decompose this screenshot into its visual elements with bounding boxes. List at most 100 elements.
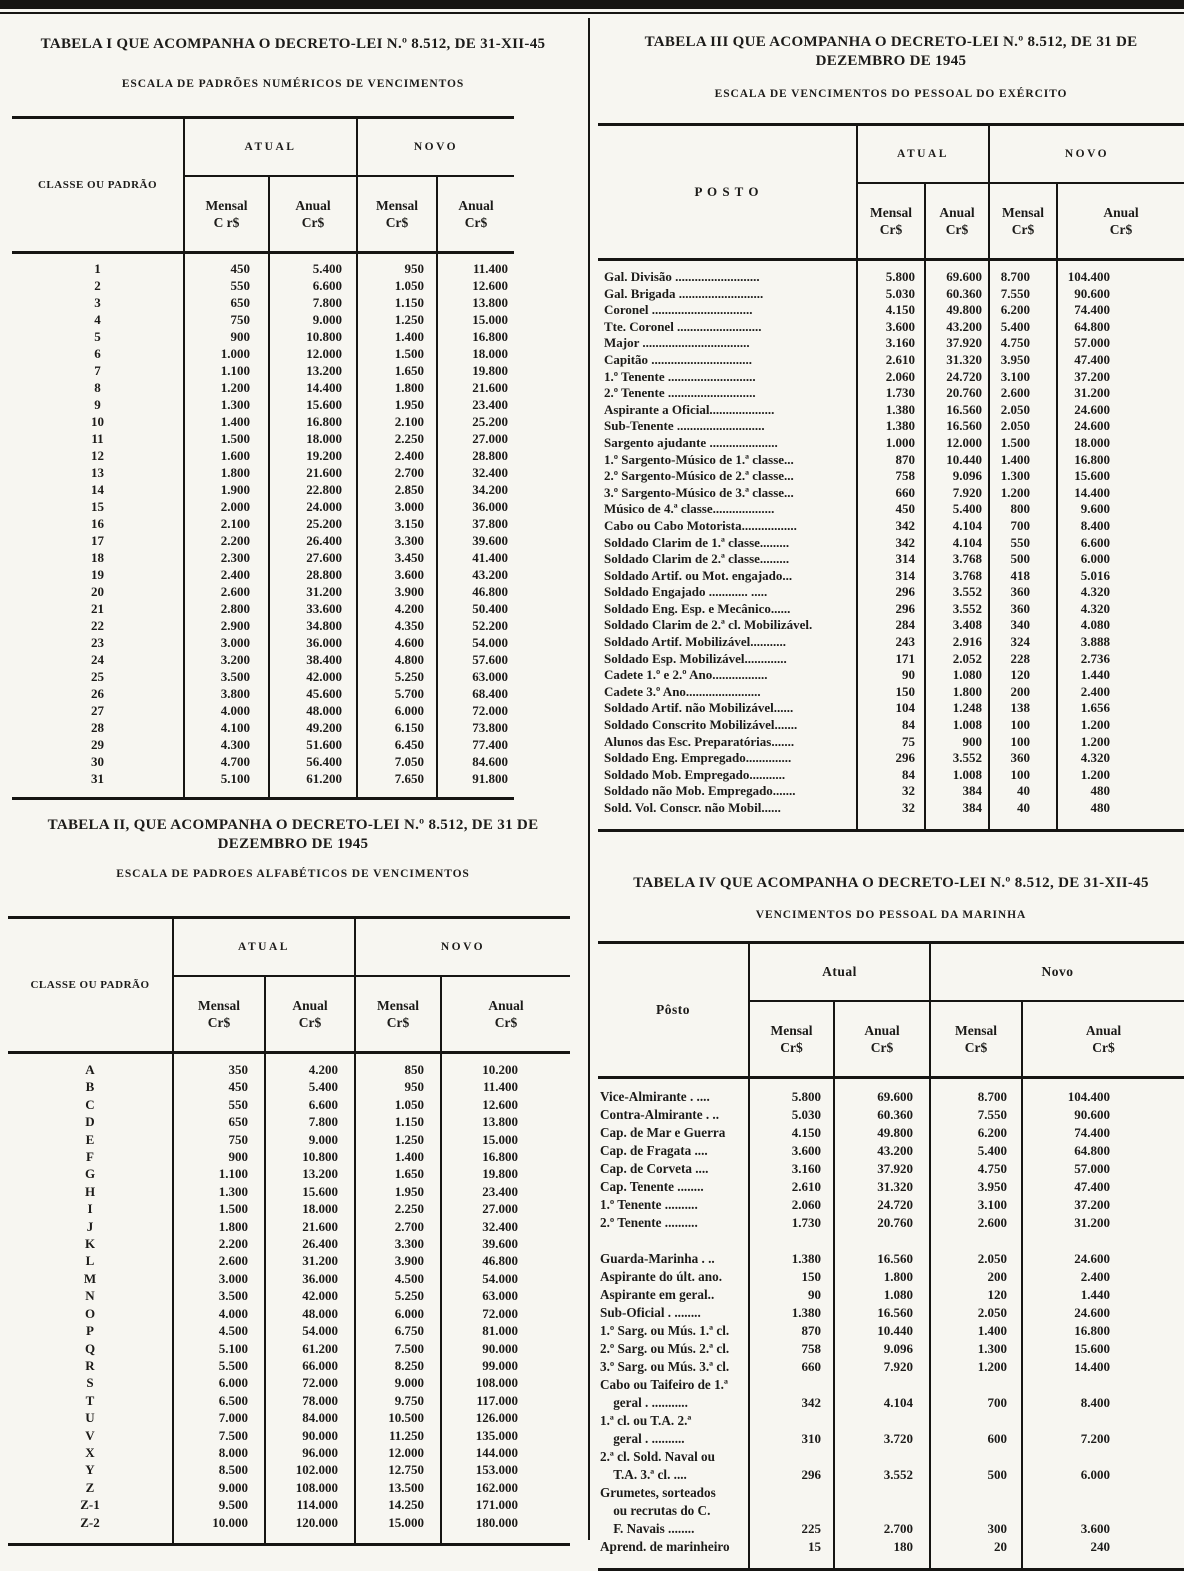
table-row: 6 1.000 12.000 1.500 18.000: [12, 345, 514, 362]
row-value: 7.920: [924, 484, 989, 502]
row-value: 10.500: [354, 1409, 441, 1427]
table-row: L 2.600 31.200 3.900 46.800: [8, 1252, 570, 1270]
row-label: 9: [94, 397, 101, 412]
row-value: 2.052: [924, 650, 989, 668]
row-value: 5.400: [929, 1141, 1023, 1160]
row-value: 15.000: [354, 1513, 441, 1545]
row-value: 21.600: [436, 379, 514, 396]
row-value: 750: [183, 311, 269, 328]
row-value: 1.200: [1056, 717, 1184, 734]
row-label: Major .................................: [604, 335, 750, 351]
row-value: 1.300: [988, 468, 1057, 485]
row-value: 12.000: [924, 434, 989, 452]
row-label: Cadete 3.º Ano.......................: [604, 683, 761, 699]
row-value: 63.000: [440, 1287, 570, 1305]
row-value: 6.200: [988, 302, 1057, 319]
table-row: T 6.500 78.000 9.750 117.000: [8, 1391, 570, 1410]
row-value: 3.150: [356, 515, 437, 532]
row-value: 3.768: [924, 551, 989, 568]
row-label: D: [85, 1114, 95, 1130]
row-value: 12.000: [268, 345, 357, 362]
subheader-anual-novo: Anual Cr$: [436, 176, 514, 253]
row-value: 11.400: [436, 252, 514, 277]
table-row: Aspirante a Oficial.................... 1…: [598, 401, 1184, 419]
row-value: 2.700: [354, 1217, 441, 1236]
row-label: I: [87, 1201, 93, 1217]
row-value: 900: [172, 1148, 265, 1166]
tabela-iii-subtitle: ESCALA DE VENCIMENTOS DO PESSOAL DO EXÉR…: [714, 88, 1068, 100]
tabela-iii-title: TABELA III QUE ACOMPANHA O DECRETO-LEI N…: [644, 34, 1138, 69]
row-value: 10.800: [264, 1148, 355, 1166]
row-value: 52.200: [436, 617, 514, 634]
table-row: Contra-Almirante . .. 5.030 60.360 7.550 90.…: [598, 1105, 1184, 1124]
row-value: 1.200: [988, 484, 1057, 502]
row-value: 2.600: [988, 385, 1057, 402]
table-row: Soldado Clarim de 2.ª classe......... 314…: [598, 551, 1184, 568]
row-value: 162.000: [440, 1478, 570, 1497]
subheader-mensal-novo: Mensal Cr$: [354, 976, 441, 1053]
row-value: 5.030: [748, 1105, 834, 1124]
tabela-iv-table: Pôsto Atual Novo Mensal Cr$ Anual Cr$ Me…: [598, 940, 1184, 1571]
group-header-novo: NOVO: [988, 124, 1184, 184]
table-row: 2.ª cl. Sold. Naval ou T.A. 3.ª cl. ....…: [598, 1447, 1184, 1484]
row-value: 2.100: [356, 413, 437, 430]
row-value: 23.400: [436, 396, 514, 413]
top-heavy-rule: [0, 0, 1184, 9]
row-label: Cap. de Mar e Guerra: [600, 1124, 726, 1140]
row-value: 60.360: [924, 285, 989, 303]
row-value: 15: [748, 1537, 834, 1570]
row-value: 7.500: [354, 1339, 441, 1357]
row-value: 3.000: [183, 634, 269, 651]
row-label: V: [85, 1427, 95, 1443]
stub-header-posto: Pôsto: [656, 1001, 690, 1017]
row-value: 758: [748, 1339, 834, 1358]
row-value: 61.200: [268, 770, 357, 799]
row-value: 4.320: [1056, 584, 1184, 601]
row-value: 6.500: [172, 1391, 265, 1410]
row-value: 100: [988, 717, 1057, 734]
row-value: 57.000: [1056, 335, 1184, 352]
row-label: Q: [84, 1340, 96, 1356]
row-label: S: [86, 1375, 94, 1391]
table-row: 1.º Sarg. ou Mús. 1.ª cl. 870 10.440 1.400 1…: [598, 1321, 1184, 1340]
row-value: [748, 1231, 834, 1250]
row-value: 34.800: [268, 617, 357, 634]
row-label: 15: [91, 499, 104, 514]
row-label: Soldado Artif. Mobilizável...........: [604, 634, 786, 650]
row-value: 9.000: [354, 1374, 441, 1392]
row-value: 3.000: [356, 498, 437, 515]
tabela-i-table: CLASSE OU PADRÃO ATUAL NOVO Mensal C r$ …: [12, 116, 514, 800]
row-label: C: [85, 1096, 95, 1112]
row-label: 26: [91, 686, 104, 701]
group-header-atual: ATUAL: [183, 117, 357, 177]
row-value: 69.600: [832, 1077, 931, 1106]
table-row: Soldado Mob. Empregado........... 84 1.008…: [598, 766, 1184, 784]
row-value: 200: [988, 683, 1057, 701]
row-value: 1.008: [924, 717, 989, 734]
row-value: 9.096: [924, 468, 989, 485]
subheader-mensal-atual: Mensal Cr$: [748, 1000, 834, 1078]
row-value: 4.700: [183, 753, 269, 770]
table-row: Cadete 1.º e 2.º Ano................. 90 1…: [598, 667, 1184, 684]
row-value: 15.600: [264, 1182, 355, 1201]
tabela-ii-body: A 350 4.200 850 10.200 B 450 5.400 950 11.400 C 550…: [8, 1052, 570, 1545]
row-label: Cap. de Fragata ....: [600, 1142, 708, 1158]
table-row: J 1.800 21.600 2.700 32.400: [8, 1217, 570, 1236]
row-value: 46.800: [436, 583, 514, 600]
table-row: Cadete 3.º Ano....................... 150…: [598, 683, 1184, 701]
row-value: 12.750: [354, 1461, 441, 1479]
row-value: 37.200: [1056, 368, 1184, 386]
tabela-ii-header: CLASSE OU PADRÃO ATUAL NOVO Mensal Cr$ A…: [8, 917, 570, 1053]
row-value: 46.800: [440, 1252, 570, 1270]
row-value: 60.360: [832, 1105, 931, 1124]
row-value: 36.000: [268, 634, 357, 651]
row-value: 42.000: [268, 668, 357, 685]
row-label: Alunos das Esc. Preparatórias.......: [604, 733, 795, 749]
row-value: 1.200: [929, 1357, 1023, 1376]
row-label: Aprend. de marinheiro: [600, 1538, 730, 1554]
row-value: 153.000: [440, 1461, 570, 1479]
row-value: 56.400: [268, 753, 357, 770]
table-row: V 7.500 90.000 11.250 135.000: [8, 1426, 570, 1444]
row-value: 5.800: [856, 259, 925, 286]
row-label: Soldado Clarim de 2.ª classe.........: [604, 551, 790, 567]
